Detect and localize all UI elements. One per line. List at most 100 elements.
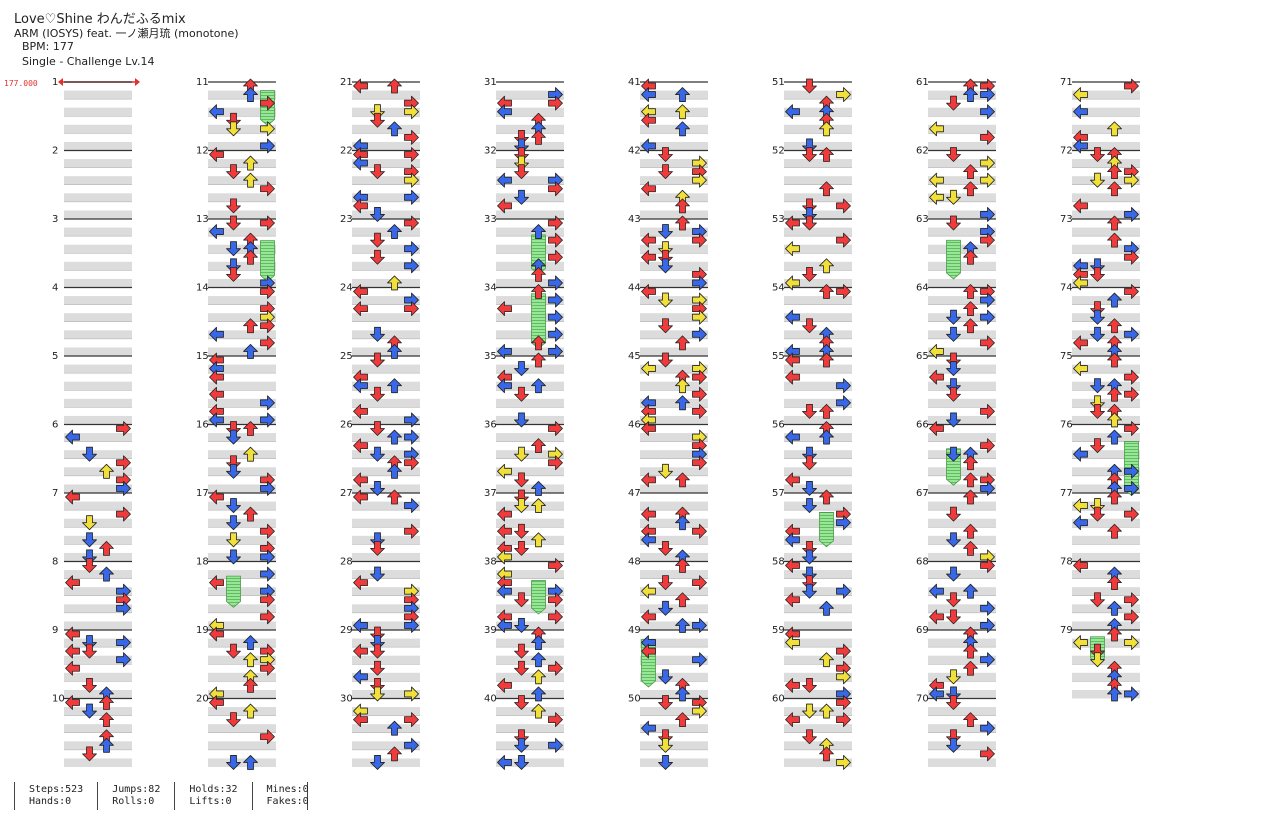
note-arrow [819,703,834,719]
note-arrow [946,737,961,753]
hold-note [531,293,546,350]
note-arrow [929,121,944,137]
note-arrow [531,129,546,145]
note-arrow [404,412,419,428]
note-arrow [1090,652,1105,668]
note-arrow [82,446,97,462]
note-arrow [497,583,512,599]
measure-number: 25 [340,351,353,362]
note-arrow [404,301,419,317]
note-arrow [1107,292,1122,308]
note-arrow [243,703,258,719]
note-arrow [531,284,546,299]
note-arrow [802,729,817,745]
note-arrow [692,652,707,668]
note-arrow [946,189,961,205]
measure-number: 57 [772,488,785,499]
note-arrow [243,652,258,668]
note-arrow [514,498,529,513]
note-arrow [980,104,995,120]
measure: 1 [52,77,132,151]
note-arrow [497,463,512,479]
note-arrow [802,198,817,214]
note-arrow [514,155,529,171]
note-arrow [497,677,512,693]
note-arrow [260,95,275,111]
note-arrow [980,129,995,145]
note-arrow [531,335,546,351]
note-arrow [641,720,656,736]
note-arrow [946,412,961,428]
note-arrow [802,266,817,282]
note-arrow [226,532,241,548]
hold-note [260,240,275,283]
note-arrow [497,506,512,522]
note-arrow [209,575,224,591]
note-arrow [116,421,131,436]
note-arrow [1090,506,1105,522]
note-arrow [531,686,546,702]
note-arrow [980,558,995,573]
measure-number: 64 [916,283,929,294]
measure: 56 [772,420,852,493]
measure-number: 59 [772,625,785,636]
measure-number: 18 [196,557,209,568]
note-arrow [82,643,97,659]
note-arrow [548,292,563,308]
measure: 46 [628,420,708,493]
measure: 78 [1060,557,1140,630]
measure: 48 [628,557,708,630]
note-arrow [116,652,131,668]
note-arrow [531,224,546,239]
measure-number: 40 [484,694,497,705]
note-arrow [353,575,368,591]
note-arrow [1090,498,1105,513]
measure: 33 [484,214,564,288]
note-arrow [353,438,368,454]
note-arrow [260,549,275,565]
note-arrow [802,78,817,94]
measure: 25 [340,351,420,425]
note-arrow [641,421,656,436]
note-arrow [370,386,385,402]
measure-number: 56 [772,420,785,431]
measure-number: 74 [1060,283,1073,294]
measure: 69 [916,625,996,699]
note-arrow [963,583,978,599]
note-arrow [243,87,258,102]
measure-number: 14 [196,283,209,294]
note-arrow [65,695,80,710]
note-arrow [836,515,851,531]
note-arrow [260,138,275,154]
note-arrow [404,147,419,162]
note-arrow [531,703,546,719]
note-arrow [209,412,224,428]
note-arrow [658,224,673,239]
note-arrow [260,121,275,137]
note-arrow [243,635,258,650]
measure: 68 [916,557,996,630]
note-arrow [1073,87,1088,102]
note-arrow [980,652,995,668]
note-arrow [1107,181,1122,197]
measure: 59 [772,625,852,699]
measure: 18 [196,557,276,630]
stat-mines: Mines:0 [266,784,309,795]
note-arrow [658,463,673,479]
note-arrow [531,266,546,282]
measure: 79 [1060,625,1140,699]
measure-number: 19 [196,625,209,636]
note-arrow [802,455,817,471]
note-arrow [514,472,529,488]
stat-holds: Holds:32 [189,784,238,795]
note-arrow [658,729,673,745]
measure: 14 [196,283,276,356]
measure-number: 15 [196,351,209,362]
measure-number: 13 [196,214,209,225]
measure-number: 11 [196,77,209,88]
note-arrow [82,549,97,565]
note-arrow [1124,78,1139,94]
note-arrow [819,489,834,505]
note-arrow [1090,147,1105,162]
note-arrow [641,643,656,659]
